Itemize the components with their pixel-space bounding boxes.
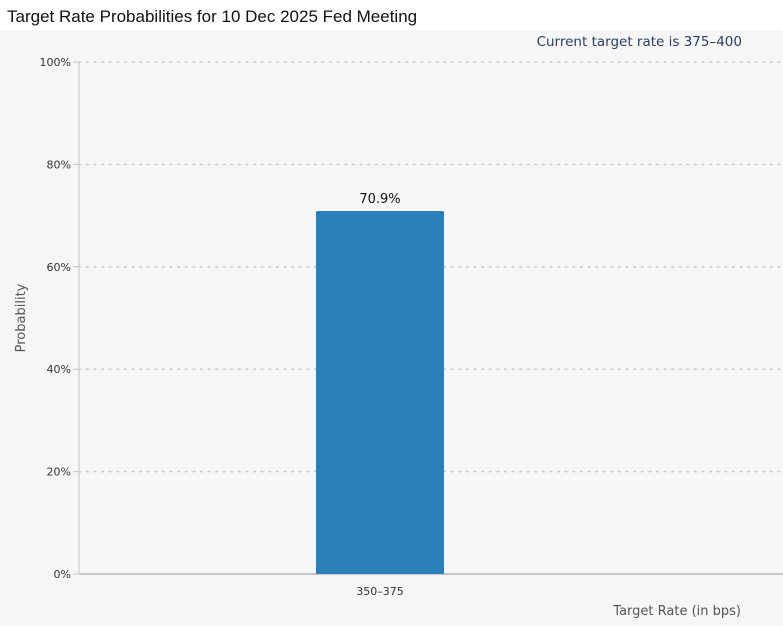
y-tick-label: 20% <box>47 466 71 479</box>
x-axis-ticks: 350–375 <box>356 585 404 598</box>
bar <box>316 210 444 574</box>
y-tick-label: 60% <box>47 261 71 274</box>
y-tick-label: 80% <box>47 158 71 171</box>
bar-value-label: 70.9% <box>359 192 400 207</box>
bars: 70.9% <box>316 192 444 574</box>
y-tick-label: 0% <box>54 568 71 581</box>
y-axis-title: Probability <box>14 283 29 352</box>
x-axis-title: Target Rate (in bps) <box>612 604 741 619</box>
y-tick-label: 40% <box>47 363 71 376</box>
chart-title: Target Rate Probabilities for 10 Dec 202… <box>7 7 418 26</box>
x-tick-label: 350–375 <box>356 585 404 598</box>
y-axis-ticks: 0% 20% 40% 60% 80% 100% <box>40 56 79 581</box>
current-rate-note: Current target rate is 375–400 <box>537 34 742 50</box>
y-tick-label: 100% <box>40 56 71 69</box>
